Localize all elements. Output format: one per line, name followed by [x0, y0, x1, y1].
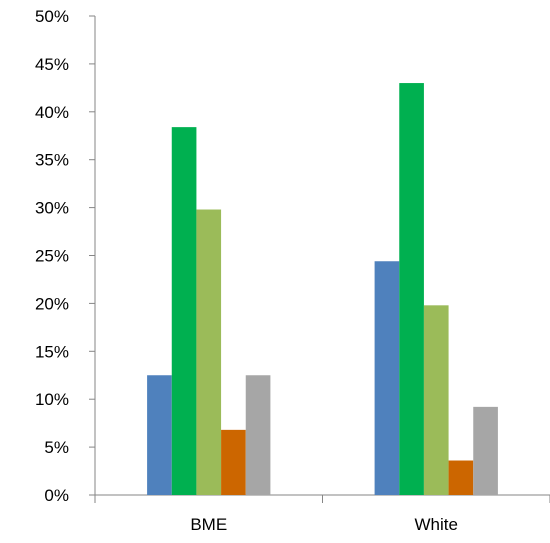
bar — [147, 375, 172, 495]
y-tick-label: 35% — [35, 151, 69, 170]
y-tick-label: 50% — [35, 7, 69, 26]
y-axis: 0% 5% 10% 15% 20% 25% 30% 35% 40% 45% 50% — [35, 7, 96, 505]
x-axis: BME White — [94, 494, 550, 534]
y-tick-label: 45% — [35, 55, 69, 74]
bar — [245, 375, 271, 495]
bar — [423, 305, 449, 495]
y-tick-label: 40% — [35, 103, 69, 122]
category-label: BME — [190, 515, 227, 534]
y-tick-label: 30% — [35, 199, 69, 218]
bar — [374, 261, 400, 495]
y-tick-label: 20% — [35, 294, 69, 313]
y-tick-label: 0% — [44, 486, 69, 505]
bar — [399, 83, 424, 495]
bar — [196, 209, 222, 496]
y-tick-label: 5% — [44, 438, 69, 457]
y-tick-label: 10% — [35, 390, 69, 409]
bar — [473, 406, 498, 495]
bar — [171, 127, 197, 496]
y-tick-label: 15% — [35, 342, 69, 361]
bar — [448, 460, 474, 495]
bar — [221, 429, 246, 495]
y-tick-label: 25% — [35, 247, 69, 266]
category-label: White — [415, 515, 458, 534]
bars — [147, 83, 498, 496]
